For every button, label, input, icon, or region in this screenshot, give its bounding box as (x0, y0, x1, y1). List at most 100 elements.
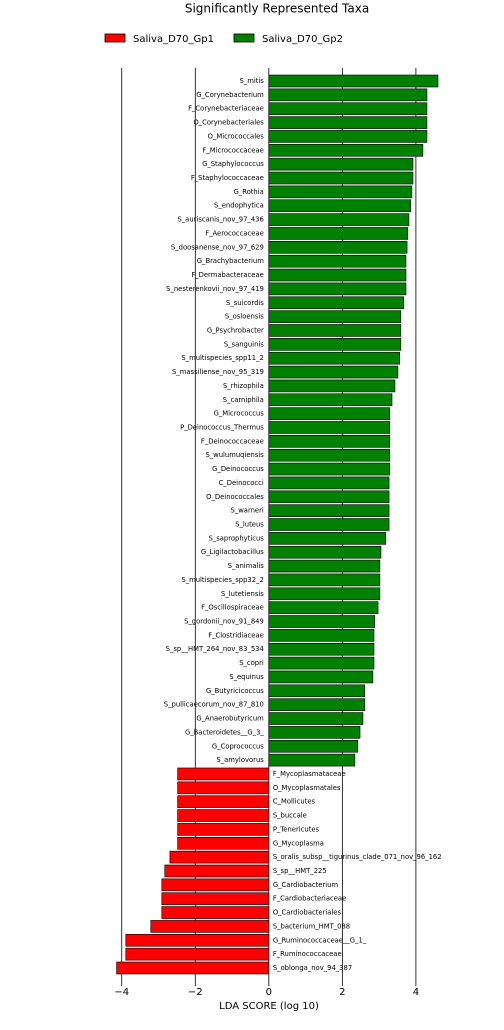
category-label: S_auriscanis_nov_97_436 (177, 216, 263, 224)
category-label: S_gordonii_nov_91_849 (184, 618, 264, 626)
category-label: F_Staphylococcaceae (191, 174, 264, 182)
bar (268, 157, 414, 171)
category-label: S_doosanense_nov_97_629 (171, 243, 264, 251)
category-label: S_massiliense_nov_95_319 (172, 368, 264, 376)
bar (161, 892, 270, 906)
category-label: O_Micrococcales (208, 132, 265, 140)
category-label: C_Deinococci (219, 479, 264, 487)
bar (268, 185, 413, 199)
category-label: S_sp__HMT_225 (273, 867, 327, 875)
category-label: G_Rothia (234, 188, 264, 196)
bar (268, 365, 399, 379)
bar (268, 601, 379, 614)
category-label: S_nesterenkovii_nov_97_419 (166, 285, 264, 293)
bar (150, 920, 270, 933)
bar (268, 490, 390, 504)
bar (268, 421, 391, 434)
bar (268, 448, 391, 462)
bar (125, 947, 270, 961)
category-label: S_mitis (239, 77, 264, 85)
category-label: G_Bacteroidetes__G_3_ (185, 728, 264, 736)
category-label: S_sanguinis (224, 340, 264, 348)
legend-label: Saliva_D70_Gp2 (262, 34, 343, 45)
category-label: F_Dermabacteraceae (191, 271, 263, 279)
bar (268, 296, 405, 310)
bar (268, 254, 407, 268)
category-label: F_Oscillospiraceae (201, 604, 264, 612)
bar (177, 809, 270, 822)
bar (177, 767, 270, 781)
category-label: F_Clostridiaceae (208, 631, 264, 639)
legend-swatch (233, 33, 255, 43)
x-tick-label: 4 (413, 987, 419, 998)
bar (169, 850, 270, 864)
category-label: S_bacterium_HMT_088 (273, 922, 350, 930)
bar (161, 878, 270, 892)
category-label: S_multispecies_spp11_2 (181, 354, 263, 362)
bar (268, 338, 402, 351)
bar (268, 739, 359, 753)
category-label: O_Deinococcales (206, 493, 264, 501)
category-label: C_Mollicutes (273, 798, 316, 806)
category-label: G_Brachybacterium (197, 257, 264, 265)
legend-label: Saliva_D70_Gp1 (133, 34, 214, 45)
bar (177, 781, 270, 795)
category-label: F_Micrococcaceae (202, 146, 263, 154)
bar (268, 698, 366, 711)
bar (268, 171, 414, 185)
category-label: G_Mycoplasma (273, 839, 324, 847)
bar (268, 712, 364, 725)
category-label: S_lutetiensis (221, 590, 264, 598)
bar (268, 227, 409, 240)
category-label: G_Ruminococcaceae__G_1_ (273, 936, 367, 944)
x-axis-label: LDA SCORE (log 10) (219, 1001, 319, 1012)
category-label: S_copri (239, 659, 264, 667)
category-label: S_rhizophila (223, 382, 264, 390)
category-label: S_sp__HMT_264_nov_83_534 (166, 645, 264, 653)
x-tick-label: 2 (339, 987, 345, 998)
bar (268, 351, 401, 365)
category-label: S_amylovorus (216, 756, 264, 764)
category-label: F_Ruminococcaceae (273, 950, 342, 958)
category-label: G_Cardiobacterium (273, 881, 339, 889)
bar (268, 726, 361, 739)
bar (268, 684, 366, 698)
bar (268, 74, 439, 88)
category-label: G_Deinococcus (212, 465, 264, 473)
bar (268, 393, 393, 407)
bar (268, 753, 356, 767)
bar (125, 933, 270, 947)
category-label: G_Micrococcus (214, 410, 265, 418)
category-label: G_Staphylococcus (202, 160, 264, 168)
x-tick-label: −4 (114, 987, 129, 998)
bar (268, 504, 390, 517)
bar (268, 310, 402, 323)
category-label: G_Psychrobacter (207, 326, 264, 334)
category-label: S_osloensis (225, 313, 264, 321)
bar (268, 615, 376, 628)
category-label: S_saprophyticus (208, 534, 264, 542)
bar (268, 268, 407, 282)
bar (268, 407, 391, 420)
bar (268, 518, 390, 531)
category-label: P_Deinococcus_Thermus (180, 423, 264, 431)
bar (268, 379, 396, 393)
bar (177, 836, 270, 850)
category-label: F_Aerococcaceae (205, 229, 264, 237)
category-label: O_Mycoplasmatales (273, 784, 341, 792)
bar (268, 130, 428, 143)
category-label: G_Ligilactobacillus (201, 548, 264, 556)
bar (268, 559, 381, 573)
bar (268, 670, 374, 684)
bar (177, 795, 270, 808)
category-label: S_carniphila (223, 396, 264, 404)
bar (268, 532, 387, 545)
category-label: O_Cardiobacteriales (273, 909, 342, 917)
category-label: S_suicordis (226, 299, 264, 307)
bar (268, 116, 428, 129)
bar (268, 282, 407, 296)
bar (268, 143, 424, 157)
x-tick-label: −2 (188, 987, 203, 998)
